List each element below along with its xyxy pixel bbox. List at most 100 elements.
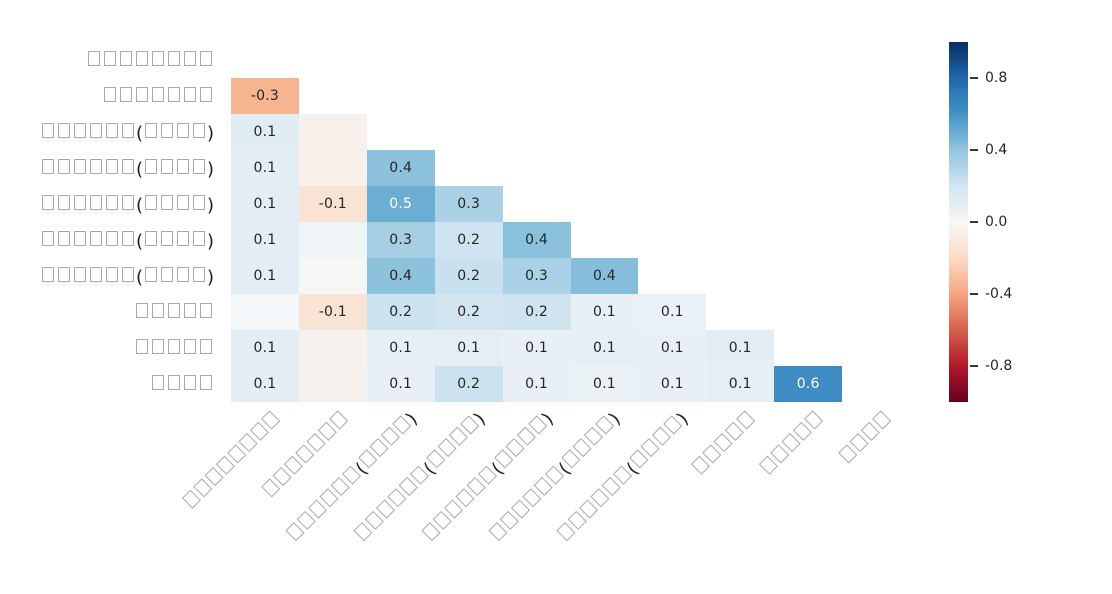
missing-glyph-box [89, 195, 102, 210]
heatmap-cell [571, 222, 639, 258]
heatmap-cell: 0.1 [638, 366, 707, 402]
missing-glyph-box [184, 87, 196, 102]
missing-glyph-box [375, 499, 395, 519]
heatmap-cell [503, 186, 571, 222]
heatmap-cell [435, 150, 503, 186]
label-char: ( [487, 459, 508, 480]
missing-glyph-box [41, 123, 54, 138]
missing-glyph-box [713, 433, 733, 453]
missing-glyph-box [160, 123, 173, 138]
heatmap-cell [638, 150, 706, 186]
heatmap-cell: 0.4 [570, 258, 639, 294]
cell-value: -0.1 [318, 196, 347, 212]
heatmap-cell [774, 42, 842, 78]
cell-value: 0.1 [253, 160, 277, 176]
missing-glyph-box [73, 123, 86, 138]
heatmap-cell: 0.2 [366, 294, 435, 330]
heatmap-cell [298, 150, 367, 186]
heatmap-cell [298, 222, 367, 258]
missing-glyph-box [57, 195, 70, 210]
label-char: ( [555, 459, 576, 480]
cell-value: 0.1 [660, 340, 684, 356]
missing-glyph-box [522, 488, 542, 508]
colorbar-tick-label: 0.0 [985, 214, 1008, 230]
y-tick-label: () [40, 114, 214, 150]
missing-glyph-box [160, 159, 173, 174]
missing-glyph-box [285, 522, 305, 542]
label-char: ) [206, 231, 214, 252]
heatmap-cell: 0.1 [231, 366, 299, 402]
cell-value: 0.3 [389, 232, 413, 248]
heatmap-cell [298, 258, 367, 294]
y-tick-label [102, 78, 214, 114]
missing-glyph-box [105, 123, 118, 138]
label-char: ( [135, 231, 143, 252]
missing-glyph-box [545, 465, 565, 485]
x-tick-label: () [237, 409, 422, 591]
heatmap-cell: 0.4 [502, 222, 571, 258]
missing-glyph-box [168, 339, 180, 354]
missing-glyph-box [500, 510, 520, 530]
missing-glyph-box [272, 466, 292, 487]
missing-glyph-box [319, 488, 339, 508]
label-char: ( [135, 123, 143, 144]
missing-glyph-box [73, 159, 86, 174]
missing-glyph-box [89, 159, 102, 174]
missing-glyph-box [73, 231, 86, 246]
missing-glyph-box [369, 438, 389, 458]
label-char: ) [206, 159, 214, 180]
missing-glyph-box [702, 444, 722, 464]
missing-glyph-box [261, 478, 281, 498]
missing-glyph-box [341, 465, 361, 485]
label-char: ) [401, 409, 422, 429]
missing-glyph-box [459, 415, 479, 435]
missing-glyph-box [120, 51, 132, 66]
missing-glyph-box [398, 476, 418, 497]
heatmap-cell [706, 186, 774, 222]
heatmap-cell: 0.2 [434, 294, 503, 330]
missing-glyph-box [136, 339, 148, 354]
heatmap-cell [298, 366, 367, 402]
heatmap-cell [774, 294, 842, 330]
cell-value: 0.1 [660, 376, 684, 392]
missing-glyph-box [184, 303, 196, 318]
heatmap-cell: 0.1 [366, 366, 435, 402]
heatmap-cell: 0.5 [366, 186, 435, 222]
label-char: ) [206, 195, 214, 216]
missing-glyph-box [121, 123, 134, 138]
missing-glyph-box [136, 87, 148, 102]
missing-glyph-box [391, 415, 411, 435]
cell-value: 0.2 [457, 232, 481, 248]
missing-glyph-box [261, 410, 281, 430]
missing-glyph-box [849, 433, 869, 453]
heatmap-cell [842, 78, 910, 114]
cell-value: 0.1 [253, 340, 277, 356]
missing-glyph-box [192, 267, 205, 282]
missing-glyph-box [249, 421, 269, 441]
missing-glyph-box [41, 267, 54, 282]
missing-glyph-box [466, 476, 486, 497]
heatmap-cell: 0.2 [434, 366, 503, 402]
missing-glyph-box [838, 444, 858, 464]
missing-glyph-box [57, 231, 70, 246]
missing-glyph-box [357, 449, 378, 469]
missing-glyph-box [691, 455, 711, 475]
heatmap-cell [435, 42, 503, 78]
missing-glyph-box [663, 415, 683, 435]
heatmap-cell: 0.3 [434, 186, 503, 222]
missing-glyph-box [872, 410, 892, 430]
colorbar-tick-mark [970, 221, 978, 223]
heatmap-cell [367, 114, 435, 150]
cell-value: 0.1 [457, 340, 481, 356]
missing-glyph-box [152, 87, 164, 102]
heatmap-cell [842, 186, 910, 222]
label-char: ( [419, 459, 440, 480]
heatmap-cell [298, 114, 367, 150]
x-tick-label: () [305, 409, 489, 591]
heatmap-cell: 0.1 [231, 186, 299, 222]
cell-value: 0.2 [457, 304, 481, 320]
heatmap-cell: 0.1 [231, 222, 299, 258]
x-tick-label: () [441, 409, 625, 591]
cell-value: 0.2 [457, 376, 481, 392]
x-tick-label: () [509, 409, 693, 591]
